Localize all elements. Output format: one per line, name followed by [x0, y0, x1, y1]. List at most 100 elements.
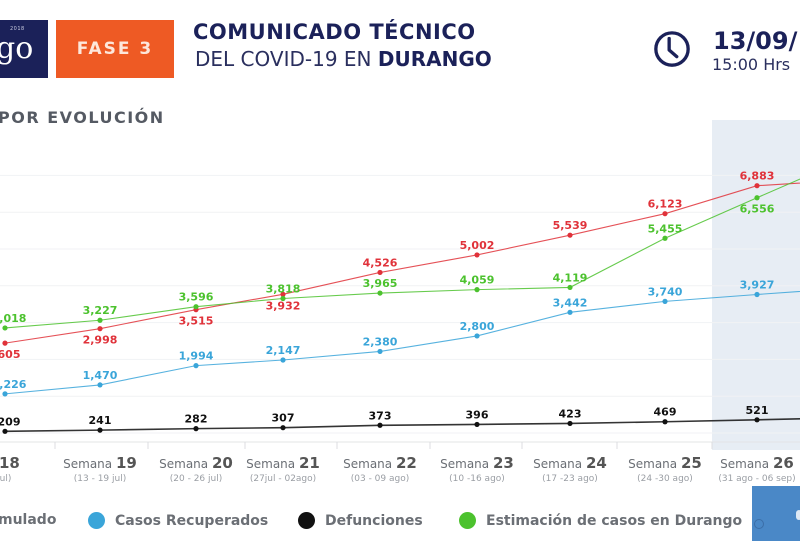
x-tick-label: Semana 24 (17 -23 ago): [520, 454, 620, 484]
data-label-estimacion-de-casos-en-durango: 4,059: [460, 274, 495, 287]
data-point-acumulado: [2, 340, 8, 346]
clock-icon: [654, 31, 690, 67]
data-label-acumulado: 6,883: [740, 170, 775, 183]
legend-dot-icon: [88, 512, 105, 529]
data-point-defunciones: [280, 425, 286, 431]
data-point-defunciones: [97, 427, 103, 433]
data-point-acumulado: [662, 211, 668, 217]
data-label-casos-recuperados: 3,442: [553, 296, 588, 309]
week-date-range: (17 -23 ago): [542, 474, 598, 484]
week-label: Semana 26: [707, 454, 800, 472]
x-tick-label: Semana 21 (27jul - 02ago): [233, 454, 333, 484]
data-point-estimacion-de-casos-en-durango: [193, 304, 199, 310]
data-point-estimacion-de-casos-en-durango: [474, 287, 480, 293]
week-label: Semana 25: [615, 454, 715, 472]
data-label-estimacion-de-casos-en-durango: 3,018: [0, 312, 26, 325]
week-number: 25: [680, 454, 702, 472]
data-label-acumulado: 5,539: [553, 219, 588, 232]
data-label-defunciones: 282: [185, 413, 208, 426]
data-point-casos-recuperados: [567, 309, 573, 315]
week-label: na 18: [0, 454, 50, 472]
data-point-acumulado: [567, 232, 573, 238]
data-point-casos-recuperados: [754, 291, 760, 298]
week-date-range: (31 ago - 06 sep): [718, 474, 796, 484]
data-label-estimacion-de-casos-en-durango: 6,556: [740, 203, 775, 216]
data-label-acumulado: 3,515: [179, 315, 214, 328]
week-label: Semana 23: [427, 454, 527, 472]
week-label: Semana 19: [50, 454, 150, 472]
section-title: POR EVOLUCIÓN: [0, 108, 165, 127]
data-point-defunciones: [2, 428, 8, 434]
legend-item: Estimación de casos en Durango: [459, 512, 742, 529]
legend-label: Casos Recuperados: [115, 512, 269, 529]
data-point-acumulado: [280, 291, 286, 297]
week-date-range: (24 -30 ago): [637, 474, 693, 484]
data-label-defunciones: 469: [654, 406, 677, 419]
series-line-acumulado: [4, 182, 800, 344]
week-date-range: 2 jul): [0, 474, 12, 484]
data-point-casos-recuperados: [474, 333, 480, 339]
data-label-estimacion-de-casos-en-durango: 5,455: [648, 222, 683, 235]
data-point-defunciones: [377, 422, 383, 428]
week-number: 24: [585, 454, 607, 472]
data-label-acumulado: 605: [0, 348, 20, 361]
x-tick-label: Semana 23 (10 -16 ago): [427, 454, 527, 484]
data-label-defunciones: 396: [466, 408, 489, 421]
week-label: Semana 24: [520, 454, 620, 472]
data-label-casos-recuperados: 1,226: [0, 378, 27, 391]
data-point-defunciones: [567, 420, 573, 427]
week-number: 23: [492, 454, 514, 472]
week-number: 19: [115, 454, 137, 472]
legend-dot-icon: [459, 512, 476, 529]
week-prefix: Semana: [246, 457, 299, 471]
data-label-defunciones: 241: [89, 414, 112, 427]
legend-label: Defunciones: [325, 512, 423, 529]
x-tick-label: Semana 19 (13 - 19 jul): [50, 454, 150, 484]
data-label-defunciones: 373: [369, 409, 392, 422]
x-tick-label: Semana 25 (24 -30 ago): [615, 454, 715, 484]
week-prefix: Semana: [533, 457, 586, 471]
logo-small-text: 2018: [10, 26, 25, 32]
data-point-acumulado: [754, 183, 760, 189]
video-overlay-corner: [752, 486, 800, 541]
data-point-estimacion-de-casos-en-durango: [377, 290, 383, 296]
data-label-casos-recuperados: 3,927: [740, 278, 775, 291]
week-label: Semana 22: [330, 454, 430, 472]
logo-text: go: [0, 31, 34, 66]
week-number: 22: [395, 454, 417, 472]
subtitle-state: DURANGO: [377, 47, 492, 71]
series-line-estimacion-de-casos-en-durango: [4, 178, 800, 329]
series-line-casos-recuperados: [4, 290, 800, 395]
data-label-defunciones: 307: [272, 412, 295, 425]
x-tick-label: Semana 26 (31 ago - 06 sep): [707, 454, 800, 484]
week-prefix: Semana: [628, 457, 681, 471]
x-tick-label: na 18 2 jul): [0, 454, 50, 484]
data-label-defunciones: 209: [0, 415, 20, 428]
page-title: COMUNICADO TÉCNICO: [193, 20, 476, 44]
data-label-casos-recuperados: 1,470: [83, 369, 118, 382]
data-label-acumulado: 3,932: [266, 299, 301, 312]
data-point-casos-recuperados: [97, 382, 103, 388]
page-subtitle: DEL COVID-19 EN DURANGO: [195, 47, 492, 71]
data-point-estimacion-de-casos-en-durango: [97, 317, 103, 323]
week-date-range: (20 - 26 jul): [169, 474, 223, 484]
x-tick-label: Semana 20 (20 - 26 jul): [146, 454, 246, 484]
overlay-dot-icon: [796, 510, 800, 520]
data-label-estimacion-de-casos-en-durango: 4,119: [553, 271, 588, 284]
week-label: Semana 20: [146, 454, 246, 472]
legend-item: mulado: [0, 512, 56, 528]
week-prefix: Semana: [440, 457, 493, 471]
data-label-casos-recuperados: 2,147: [266, 344, 301, 357]
week-prefix: Semana: [343, 457, 396, 471]
data-point-acumulado: [97, 326, 103, 332]
data-point-casos-recuperados: [280, 357, 286, 363]
phase-badge: FASE 3: [56, 20, 174, 78]
data-label-casos-recuperados: 2,800: [460, 320, 495, 333]
data-label-acumulado: 4,526: [363, 256, 398, 269]
data-point-acumulado: [377, 269, 383, 276]
government-logo: 2018 go: [0, 20, 48, 78]
data-point-casos-recuperados: [193, 363, 199, 369]
data-label-estimacion-de-casos-en-durango: 3,965: [363, 277, 398, 290]
week-number: 18: [0, 454, 20, 472]
